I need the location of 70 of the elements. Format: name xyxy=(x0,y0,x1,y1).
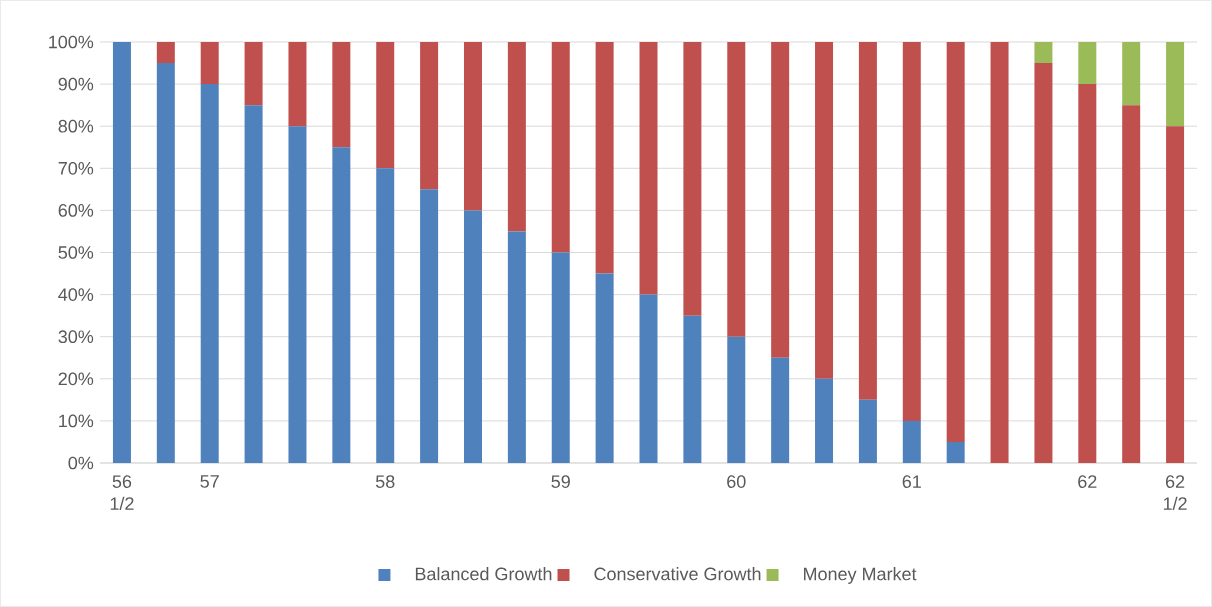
bar xyxy=(156,42,175,64)
bar xyxy=(1078,84,1097,463)
bar xyxy=(112,42,131,463)
bar xyxy=(946,441,965,463)
bar xyxy=(990,42,1009,463)
bar xyxy=(946,42,965,442)
bar xyxy=(639,42,658,295)
bar xyxy=(902,420,921,463)
bar xyxy=(858,42,877,400)
bar xyxy=(727,42,746,337)
bar xyxy=(1078,42,1097,85)
y-tick-label: 80% xyxy=(58,119,94,133)
y-tick-label: 100% xyxy=(49,35,94,49)
x-tick-label: 62 1/2 xyxy=(1163,475,1187,510)
bar xyxy=(420,189,439,463)
bar xyxy=(639,294,658,463)
bar xyxy=(1166,42,1185,127)
bar xyxy=(1034,42,1053,64)
bar xyxy=(727,336,746,463)
bar xyxy=(244,105,263,463)
bar xyxy=(551,252,570,463)
bar xyxy=(771,357,790,463)
bar xyxy=(288,126,307,463)
bar xyxy=(815,378,834,463)
y-tick-label: 60% xyxy=(58,204,94,217)
legend-label: Conservative Growth xyxy=(594,567,761,581)
bar xyxy=(332,147,351,463)
bar xyxy=(463,210,482,463)
bar xyxy=(595,273,614,463)
bar xyxy=(463,42,482,211)
bar xyxy=(332,42,351,148)
bar xyxy=(200,84,219,463)
x-tick-label: 59 xyxy=(551,475,570,488)
bar xyxy=(244,42,263,106)
bar xyxy=(507,42,526,232)
bar xyxy=(1034,63,1053,463)
bar xyxy=(595,42,614,274)
x-tick-label: 62 xyxy=(1078,475,1097,488)
y-tick-label: 40% xyxy=(58,288,94,301)
bar xyxy=(1122,42,1141,106)
bar xyxy=(771,42,790,358)
y-tick-label: 0% xyxy=(68,456,94,470)
y-tick-label: 90% xyxy=(58,77,94,91)
bar xyxy=(815,42,834,379)
bar xyxy=(376,168,395,463)
x-tick-label: 57 xyxy=(200,475,219,488)
legend-label: Money Market xyxy=(804,567,917,584)
bar xyxy=(683,315,702,463)
x-tick-label: 60 xyxy=(727,475,746,488)
bar xyxy=(376,42,395,169)
bar xyxy=(507,231,526,463)
x-tick-label: 61 xyxy=(902,475,921,488)
y-tick-label: 20% xyxy=(58,372,94,386)
bar xyxy=(902,42,921,421)
bar xyxy=(1166,126,1185,463)
y-tick-label: 10% xyxy=(59,414,94,428)
y-tick-label: 30% xyxy=(58,330,94,344)
legend-label: Balanced Growth xyxy=(415,567,552,581)
bar xyxy=(200,42,219,85)
bar xyxy=(420,42,439,190)
bar xyxy=(288,42,307,127)
bar xyxy=(551,42,570,253)
x-tick-label: 58 xyxy=(375,475,395,488)
y-tick-label: 50% xyxy=(58,246,94,259)
bar xyxy=(1122,105,1141,463)
y-tick-label: 70% xyxy=(58,161,94,175)
bar xyxy=(683,42,702,316)
bar xyxy=(156,63,175,463)
x-tick-label: 56 1/2 xyxy=(110,475,134,510)
bar xyxy=(858,399,877,463)
